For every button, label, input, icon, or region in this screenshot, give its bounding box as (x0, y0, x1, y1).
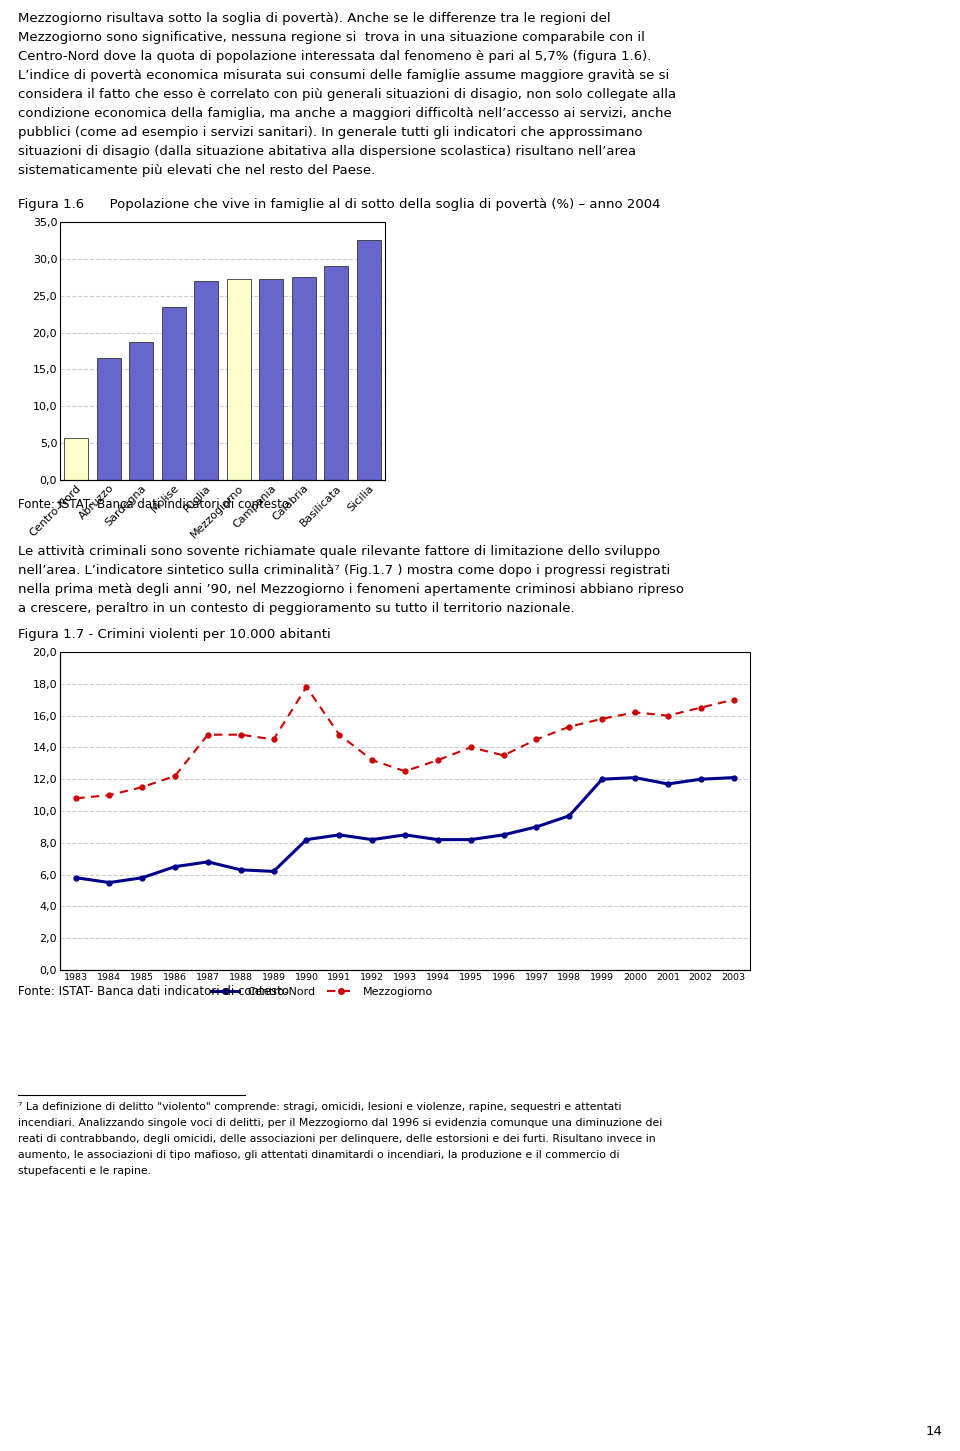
Bar (356, 241, 381, 480)
Legend: Centro-Nord, Mezzogiorno: Centro-Nord, Mezzogiorno (206, 982, 438, 1001)
Mezzogiorno (136, 778, 148, 795)
Mezzogiorno (465, 739, 476, 756)
Centro-Nord (367, 831, 378, 849)
Bar (194, 281, 219, 480)
Line: Centro-Nord: Centro-Nord (74, 775, 736, 885)
Centro-Nord (268, 863, 279, 881)
Bar (292, 277, 316, 480)
Mezzogiorno (531, 731, 542, 749)
Text: Le attività criminali sono sovente richiamate quale rilevante fattore di limitaz: Le attività criminali sono sovente richi… (18, 546, 660, 559)
Text: stupefacenti e le rapine.: stupefacenti e le rapine. (18, 1167, 151, 1175)
Bar (97, 358, 121, 480)
Text: aumento, le associazioni di tipo mafioso, gli attentati dinamitardi o incendiari: aumento, le associazioni di tipo mafioso… (18, 1151, 619, 1159)
Centro-Nord (71, 869, 83, 887)
Text: Centro-Nord dove la quota di popolazione interessata dal fenomeno è pari al 5,7%: Centro-Nord dove la quota di popolazione… (18, 49, 652, 62)
Text: incendiari. Analizzando singole voci di delitti, per il Mezzogiorno dal 1996 si : incendiari. Analizzando singole voci di … (18, 1119, 662, 1127)
Mezzogiorno (104, 786, 115, 804)
Centro-Nord (300, 831, 312, 849)
Text: nella prima metà degli anni ’90, nel Mezzogiorno i fenomeni apertamente criminos: nella prima metà degli anni ’90, nel Mez… (18, 583, 684, 596)
Text: situazioni di disagio (dalla situazione abitativa alla dispersione scolastica) r: situazioni di disagio (dalla situazione … (18, 145, 636, 158)
Centro-Nord (104, 874, 115, 891)
Bar (324, 266, 348, 480)
Bar (60, 222, 385, 480)
Mezzogiorno (71, 789, 83, 807)
Mezzogiorno (235, 726, 247, 743)
Mezzogiorno (333, 726, 345, 743)
Centro-Nord (629, 769, 640, 786)
Mezzogiorno (662, 707, 674, 724)
Centro-Nord (203, 853, 214, 871)
Text: ⁷ La definizione di delitto "violento" comprende: stragi, omicidi, lesioni e vio: ⁷ La definizione di delitto "violento" c… (18, 1101, 621, 1111)
Mezzogiorno (629, 704, 640, 721)
Text: Mezzogiorno sono significative, nessuna regione si  trova in una situazione comp: Mezzogiorno sono significative, nessuna … (18, 30, 645, 44)
Text: Mezzogiorno risultava sotto la soglia di povertà). Anche se le differenze tra le: Mezzogiorno risultava sotto la soglia di… (18, 12, 611, 25)
Centro-Nord (695, 770, 707, 788)
Centro-Nord (564, 807, 575, 824)
Text: sistematicamente più elevati che nel resto del Paese.: sistematicamente più elevati che nel res… (18, 164, 375, 177)
Text: Fonte: ISTAT- Banca dati indicatori di contesto: Fonte: ISTAT- Banca dati indicatori di c… (18, 498, 289, 511)
Mezzogiorno (268, 731, 279, 749)
Mezzogiorno (498, 747, 510, 765)
Mezzogiorno (564, 718, 575, 736)
Centro-Nord (432, 831, 444, 849)
Mezzogiorno (367, 752, 378, 769)
Text: a crescere, peraltro in un contesto di peggioramento su tutto il territorio nazi: a crescere, peraltro in un contesto di p… (18, 602, 575, 615)
Text: pubblici (come ad esempio i servizi sanitari). In generale tutti gli indicatori : pubblici (come ad esempio i servizi sani… (18, 126, 642, 139)
Text: Figura 1.6      Popolazione che vive in famiglie al di sotto della soglia di pov: Figura 1.6 Popolazione che vive in famig… (18, 197, 660, 210)
Text: Fonte: ISTAT- Banca dati indicatori di contesto: Fonte: ISTAT- Banca dati indicatori di c… (18, 985, 289, 998)
Text: L’indice di povertà economica misurata sui consumi delle famiglie assume maggior: L’indice di povertà economica misurata s… (18, 70, 669, 83)
Mezzogiorno (203, 726, 214, 743)
Line: Mezzogiorno: Mezzogiorno (74, 685, 736, 801)
Text: considera il fatto che esso è correlato con più generali situazioni di disagio, : considera il fatto che esso è correlato … (18, 89, 676, 102)
Bar (259, 280, 283, 480)
Bar (161, 306, 186, 480)
Mezzogiorno (695, 699, 707, 717)
Text: nell’area. L’indicatore sintetico sulla criminalità⁷ (Fig.1.7 ) mostra come dopo: nell’area. L’indicatore sintetico sulla … (18, 564, 670, 577)
Centro-Nord (399, 826, 411, 843)
Mezzogiorno (300, 678, 312, 695)
Centro-Nord (235, 860, 247, 878)
Text: 14: 14 (925, 1425, 942, 1438)
Mezzogiorno (596, 710, 608, 727)
Centro-Nord (136, 869, 148, 887)
Centro-Nord (728, 769, 739, 786)
Mezzogiorno (728, 691, 739, 708)
Text: Figura 1.7 - Crimini violenti per 10.000 abitanti: Figura 1.7 - Crimini violenti per 10.000… (18, 628, 331, 641)
Centro-Nord (531, 818, 542, 836)
Mezzogiorno (432, 752, 444, 769)
Centro-Nord (498, 826, 510, 843)
Centro-Nord (333, 826, 345, 843)
Centro-Nord (465, 831, 476, 849)
Centro-Nord (596, 770, 608, 788)
Centro-Nord (662, 775, 674, 792)
Bar (129, 342, 154, 480)
Bar (227, 280, 251, 480)
Text: condizione economica della famiglia, ma anche a maggiori difficoltà nell’accesso: condizione economica della famiglia, ma … (18, 107, 672, 120)
Bar (64, 438, 88, 480)
Bar (60, 651, 750, 971)
Mezzogiorno (399, 763, 411, 781)
Mezzogiorno (169, 768, 180, 785)
Text: reati di contrabbando, degli omicidi, delle associazioni per delinquere, delle e: reati di contrabbando, degli omicidi, de… (18, 1135, 656, 1143)
Centro-Nord (169, 858, 180, 875)
